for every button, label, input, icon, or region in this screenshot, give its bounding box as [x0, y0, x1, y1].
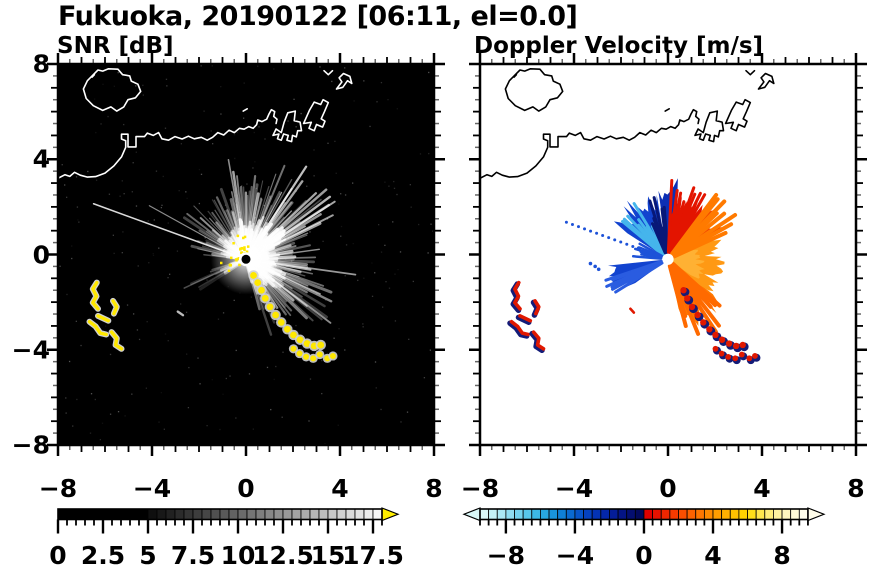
doppler-panel-plot	[469, 53, 867, 456]
doppler-colorbar	[462, 507, 826, 534]
x-tick-label: 8	[847, 474, 865, 503]
snr-colorbar-tick-label: 12.5	[252, 541, 314, 570]
y-tick-label: 8	[32, 49, 50, 79]
x-tick-label: −8	[460, 474, 500, 503]
snr-colorbar-tick-label: 15	[310, 541, 346, 570]
doppler-colorbar-tick-label: 0	[635, 541, 653, 570]
doppler-colorbar-tick-label: 8	[773, 541, 791, 570]
y-tick-label: −4	[11, 335, 50, 365]
snr-plot-area	[58, 64, 434, 445]
x-tick-label: −4	[132, 474, 172, 503]
snr-colorbar	[56, 507, 400, 534]
coastline	[58, 68, 353, 180]
coastline	[480, 68, 775, 180]
snr-colorbar-tick-label: 5	[139, 541, 157, 570]
x-tick-label: 4	[753, 474, 771, 503]
snr-panel-title: SNR [dB]	[57, 33, 174, 59]
x-tick-label: −4	[554, 474, 594, 503]
y-tick-label: −8	[11, 430, 50, 460]
snr-colorbar-tick-label: 17.5	[342, 541, 404, 570]
snr-colorbar-tick-label: 2.5	[80, 541, 126, 570]
snr-colorbar-tick-label: 0	[49, 541, 67, 570]
snr-colorbar-tick-label: 7.5	[170, 541, 216, 570]
snr-colorbar-tick-label: 10	[220, 541, 256, 570]
figure-title: Fukuoka, 20190122 [06:11, el=0.0]	[58, 1, 578, 32]
x-tick-label: 8	[425, 474, 443, 503]
x-tick-label: 4	[331, 474, 349, 503]
y-tick-label: 4	[32, 144, 50, 174]
x-tick-label: −8	[38, 474, 78, 503]
y-tick-label: 0	[32, 240, 50, 269]
doppler-colorbar-tick-label: −8	[486, 541, 526, 570]
doppler-colorbar-tick-label: 4	[704, 541, 722, 570]
doppler-colorbar-tick-label: −4	[555, 541, 595, 570]
doppler-plot-area	[480, 64, 856, 445]
doppler-panel-title: Doppler Velocity [m/s]	[474, 33, 764, 59]
x-tick-label: 0	[659, 474, 677, 503]
x-tick-label: 0	[237, 474, 255, 503]
snr-panel-plot	[47, 53, 445, 456]
